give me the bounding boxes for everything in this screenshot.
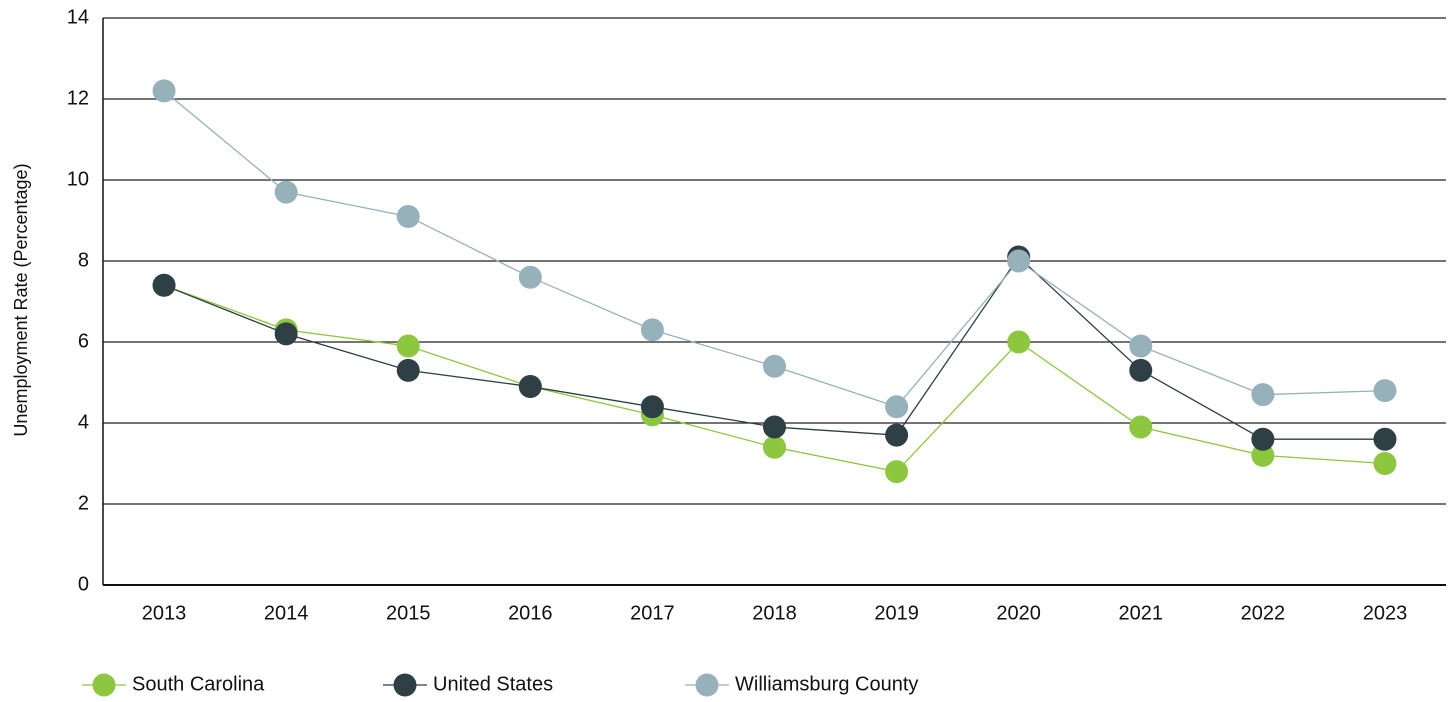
x-tick-label: 2014 — [264, 602, 309, 624]
x-tick-label: 2015 — [386, 602, 431, 624]
data-point — [763, 415, 786, 439]
data-point — [1251, 427, 1275, 451]
data-point — [1129, 358, 1153, 382]
y-tick-label: 4 — [78, 411, 89, 433]
data-point — [274, 180, 298, 204]
data-point — [1251, 383, 1275, 407]
x-tick-label: 2013 — [142, 602, 187, 624]
x-tick-label: 2020 — [996, 602, 1041, 624]
x-tick-label: 2018 — [752, 602, 797, 624]
y-tick-label: 0 — [78, 573, 89, 595]
y-tick-label: 10 — [67, 168, 89, 190]
x-tick-label: 2023 — [1363, 602, 1408, 624]
x-tick-label: 2019 — [874, 602, 919, 624]
data-point — [1129, 415, 1153, 439]
data-point — [885, 460, 909, 484]
data-point — [1007, 249, 1031, 273]
data-point — [1007, 330, 1031, 354]
legend-marker — [393, 673, 417, 697]
legend-label: South Carolina — [132, 673, 265, 695]
data-point — [640, 395, 664, 419]
x-tick-label: 2017 — [630, 602, 675, 624]
x-tick-label: 2021 — [1119, 602, 1164, 624]
data-point — [763, 435, 786, 459]
data-point — [763, 354, 786, 378]
legend-label: United States — [433, 673, 553, 695]
legend-marker — [695, 673, 719, 697]
legend-marker — [92, 673, 116, 697]
legend-label: Williamsburg County — [735, 673, 918, 695]
data-point — [396, 358, 420, 382]
data-point — [1251, 443, 1275, 467]
data-point — [274, 322, 298, 346]
data-point — [518, 375, 542, 399]
y-tick-label: 14 — [67, 6, 89, 28]
y-tick-label: 12 — [67, 87, 89, 109]
data-point — [640, 318, 664, 342]
data-point — [396, 334, 420, 358]
data-point — [1373, 452, 1397, 475]
y-tick-label: 2 — [78, 492, 89, 514]
data-point — [152, 273, 176, 297]
data-point — [1129, 334, 1153, 358]
x-tick-label: 2016 — [508, 602, 553, 624]
y-axis-label: Unemployment Rate (Percentage) — [11, 163, 31, 436]
data-point — [396, 204, 420, 228]
y-tick-label: 8 — [78, 249, 89, 271]
x-tick-label: 2022 — [1241, 602, 1286, 624]
data-point — [1373, 379, 1397, 403]
data-point — [1373, 427, 1397, 451]
data-point — [885, 423, 909, 447]
data-point — [885, 395, 909, 419]
data-point — [152, 79, 176, 103]
y-tick-label: 6 — [78, 330, 89, 352]
data-point — [518, 265, 542, 289]
series-line — [163, 255, 1385, 440]
